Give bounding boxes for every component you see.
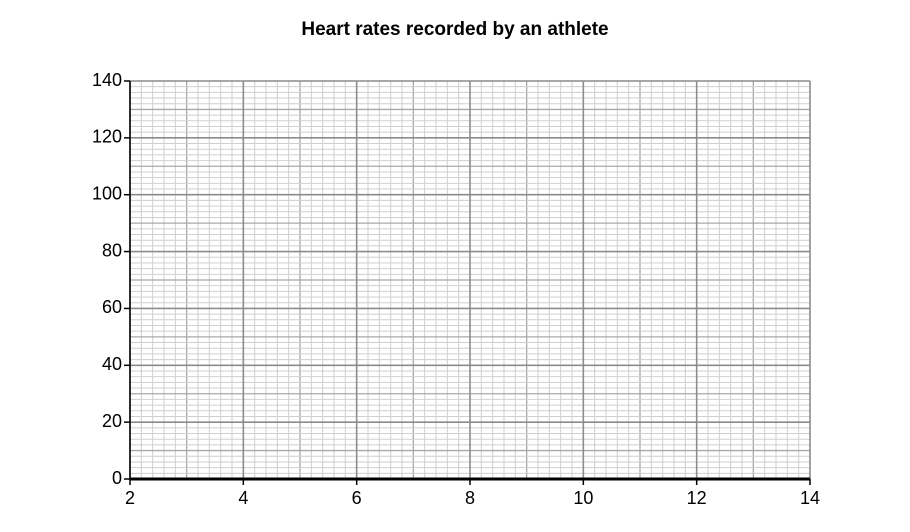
x-tick-label: 2 <box>125 488 135 508</box>
y-tick-label: 40 <box>102 354 122 374</box>
y-tick-label: 60 <box>102 297 122 317</box>
y-tick-label: 80 <box>102 240 122 260</box>
x-tick-label: 12 <box>687 488 707 508</box>
x-tick-label: 10 <box>573 488 593 508</box>
x-tick-label: 6 <box>352 488 362 508</box>
x-tick-label: 4 <box>238 488 248 508</box>
y-tick-label: 140 <box>92 70 122 90</box>
y-tick-label: 20 <box>102 411 122 431</box>
y-tick-label: 100 <box>92 183 122 203</box>
x-tick-label: 8 <box>465 488 475 508</box>
x-tick-label: 14 <box>800 488 820 508</box>
y-tick-label: 120 <box>92 127 122 147</box>
major-grid <box>129 80 811 480</box>
y-tick-label: 0 <box>112 468 122 488</box>
chart-title: Heart rates recorded by an athlete <box>301 19 608 40</box>
